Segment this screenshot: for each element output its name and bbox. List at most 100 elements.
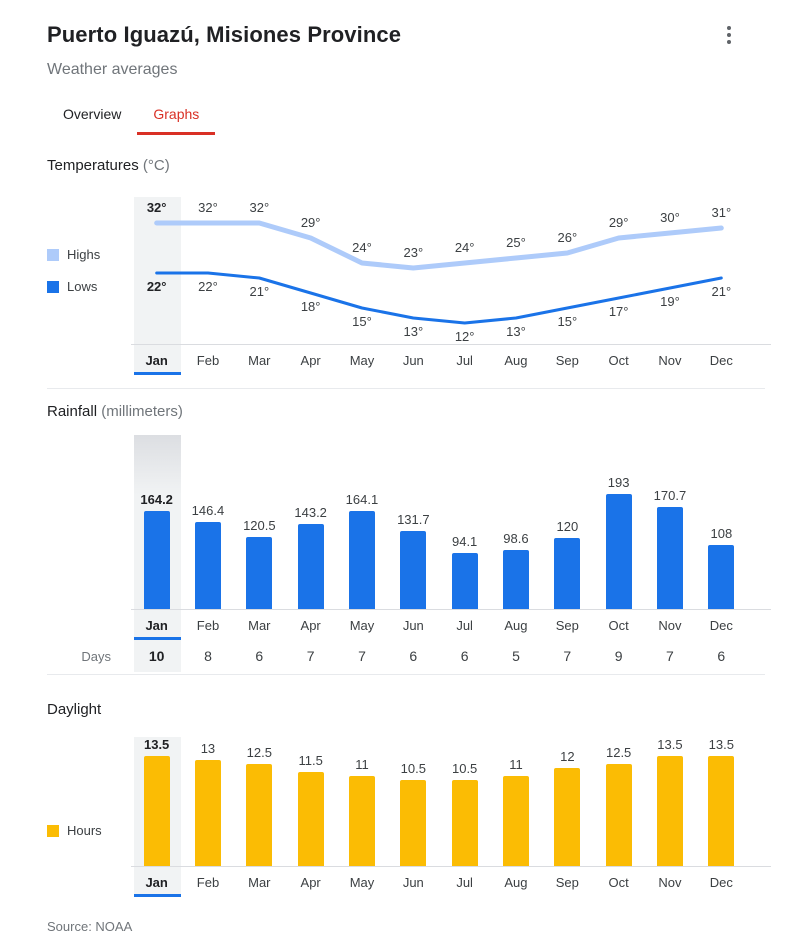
daylight-bar-jul[interactable] — [451, 780, 478, 866]
daylight-month-feb[interactable]: Feb — [196, 874, 220, 890]
temperature-month-feb[interactable]: Feb — [196, 352, 220, 368]
rain-days-row: Days 10 8 6 7 7 6 6 5 7 9 7 6 — [47, 640, 765, 672]
rainfall-month-jan[interactable]: Jan — [145, 617, 168, 633]
rainfall-value-oct: 193 — [607, 475, 630, 490]
rainfall-bar-aug[interactable] — [503, 550, 529, 609]
lows-swatch-icon — [47, 280, 59, 293]
legend-lows-label: Lows — [67, 279, 98, 294]
rainfall-heading: Rainfall (millimeters) — [47, 403, 765, 421]
rainfall-month-mar[interactable]: Mar — [248, 617, 271, 633]
selected-month-underline — [134, 894, 181, 897]
rainfall-month-feb[interactable]: Feb — [196, 617, 220, 633]
daylight-section: Daylight Hours 13.5 13 12.5 11.5 11 10.5 10.5 1… — [47, 701, 771, 897]
temperature-month-sep[interactable]: Sep — [555, 352, 579, 368]
daylight-bar-feb[interactable] — [195, 760, 221, 866]
daylight-month-jun[interactable]: Jun — [402, 874, 424, 890]
rainfall-bar-mar[interactable] — [246, 537, 273, 609]
rainfall-bar-may[interactable] — [349, 511, 375, 609]
temperature-month-jan[interactable]: Jan — [145, 352, 168, 368]
temperature-month-jul[interactable]: Jul — [456, 352, 473, 368]
temperature-month-apr[interactable]: Apr — [300, 352, 321, 368]
daylight-month-dec[interactable]: Dec — [709, 874, 733, 890]
kebab-dot — [727, 33, 731, 37]
rain-days-jul: 6 — [460, 648, 469, 664]
daylight-month-oct[interactable]: Oct — [608, 874, 629, 890]
rainfall-bar-nov[interactable] — [657, 507, 683, 609]
rainfall-month-oct[interactable]: Oct — [608, 617, 629, 633]
daylight-month-jul[interactable]: Jul — [456, 874, 473, 890]
highs-value-apr: 29° — [300, 215, 321, 230]
daylight-bar-may[interactable] — [349, 776, 375, 866]
tab-graphs[interactable]: Graphs — [137, 94, 216, 135]
highs-value-oct: 29° — [608, 215, 629, 230]
kebab-dot — [727, 40, 731, 44]
highs-swatch-icon — [47, 248, 59, 261]
daylight-title: Daylight — [47, 701, 102, 718]
rainfall-bar-sep[interactable] — [554, 537, 581, 609]
daylight-month-may[interactable]: May — [349, 874, 375, 890]
temperature-month-nov[interactable]: Nov — [658, 352, 682, 368]
rainfall-bar-dec[interactable] — [708, 544, 735, 609]
rainfall-month-aug[interactable]: Aug — [504, 617, 528, 633]
rainfall-value-may: 164.1 — [345, 492, 379, 508]
temperatures-heading: Temperatures (°C) — [47, 157, 765, 175]
daylight-bar-mar[interactable] — [246, 764, 273, 866]
daylight-month-aug[interactable]: Aug — [504, 874, 528, 890]
rainfall-unit: (millimeters) — [101, 403, 183, 420]
daylight-bar-jun[interactable] — [400, 780, 427, 866]
daylight-heading: Daylight — [47, 701, 765, 719]
daylight-plot: 13.5 13 12.5 11.5 11 10.5 10.5 11 12 12.5 13.5 13.5 — [131, 737, 771, 867]
daylight-month-jan[interactable]: Jan — [145, 874, 168, 890]
header: Puerto Iguazú, Misiones Province Weather… — [47, 22, 765, 80]
rainfall-bar-feb[interactable] — [195, 521, 221, 609]
daylight-bar-oct[interactable] — [605, 764, 632, 866]
daylight-value-mar: 12.5 — [246, 745, 272, 761]
rainfall-bar-apr[interactable] — [297, 523, 324, 609]
rainfall-month-axis: Jan Feb Mar Apr May Jun Jul Aug Sep Oct Nov Dec — [131, 610, 771, 640]
rain-days-feb: 8 — [204, 648, 212, 664]
temperature-month-may[interactable]: May — [349, 352, 375, 368]
temperature-month-dec[interactable]: Dec — [709, 352, 733, 368]
temperature-month-aug[interactable]: Aug — [504, 352, 528, 368]
highs-value-sep: 26° — [557, 230, 578, 245]
rainfall-month-jul[interactable]: Jul — [456, 617, 473, 633]
daylight-value-apr: 11.5 — [298, 753, 323, 769]
rain-days-values: 10 8 6 7 7 6 6 5 7 9 7 6 — [131, 648, 771, 664]
rainfall-month-sep[interactable]: Sep — [555, 617, 579, 633]
temperature-month-oct[interactable]: Oct — [608, 352, 629, 368]
rain-days-sep: 7 — [563, 648, 572, 664]
temperature-month-jun[interactable]: Jun — [402, 352, 424, 368]
rainfall-month-apr[interactable]: Apr — [300, 617, 321, 633]
highs-line — [154, 220, 724, 271]
highs-value-feb: 32° — [198, 200, 218, 215]
daylight-month-apr[interactable]: Apr — [300, 874, 321, 890]
daylight-month-mar[interactable]: Mar — [248, 874, 271, 890]
rainfall-bar-jun[interactable] — [400, 530, 427, 609]
rainfall-month-dec[interactable]: Dec — [709, 617, 733, 633]
rain-days-aug: 5 — [512, 648, 520, 664]
rain-days-nov: 7 — [666, 648, 674, 664]
kebab-menu-icon[interactable] — [719, 22, 739, 48]
daylight-month-sep[interactable]: Sep — [555, 874, 579, 890]
rainfall-bar-jul[interactable] — [451, 552, 478, 609]
daylight-bar-nov[interactable] — [657, 756, 683, 866]
temperature-month-mar[interactable]: Mar — [248, 352, 271, 368]
rainfall-month-nov[interactable]: Nov — [658, 617, 682, 633]
rain-days-may: 7 — [358, 648, 366, 664]
lows-value-aug: 13° — [506, 324, 526, 339]
daylight-bar-dec[interactable] — [708, 756, 735, 866]
rainfall-month-jun[interactable]: Jun — [402, 617, 424, 633]
highs-value-aug: 25° — [506, 235, 526, 250]
daylight-bar-jan[interactable] — [143, 756, 170, 866]
rainfall-month-may[interactable]: May — [349, 617, 375, 633]
daylight-bar-apr[interactable] — [297, 772, 324, 866]
daylight-bar-aug[interactable] — [503, 776, 529, 866]
daylight-month-nov[interactable]: Nov — [658, 874, 682, 890]
rainfall-bar-oct[interactable] — [605, 494, 632, 609]
daylight-bar-sep[interactable] — [554, 768, 581, 866]
tab-overview[interactable]: Overview — [63, 106, 122, 122]
rainfall-bar-jan[interactable] — [143, 511, 170, 609]
selected-column-highlight — [134, 197, 181, 375]
selected-month-underline — [134, 637, 181, 640]
